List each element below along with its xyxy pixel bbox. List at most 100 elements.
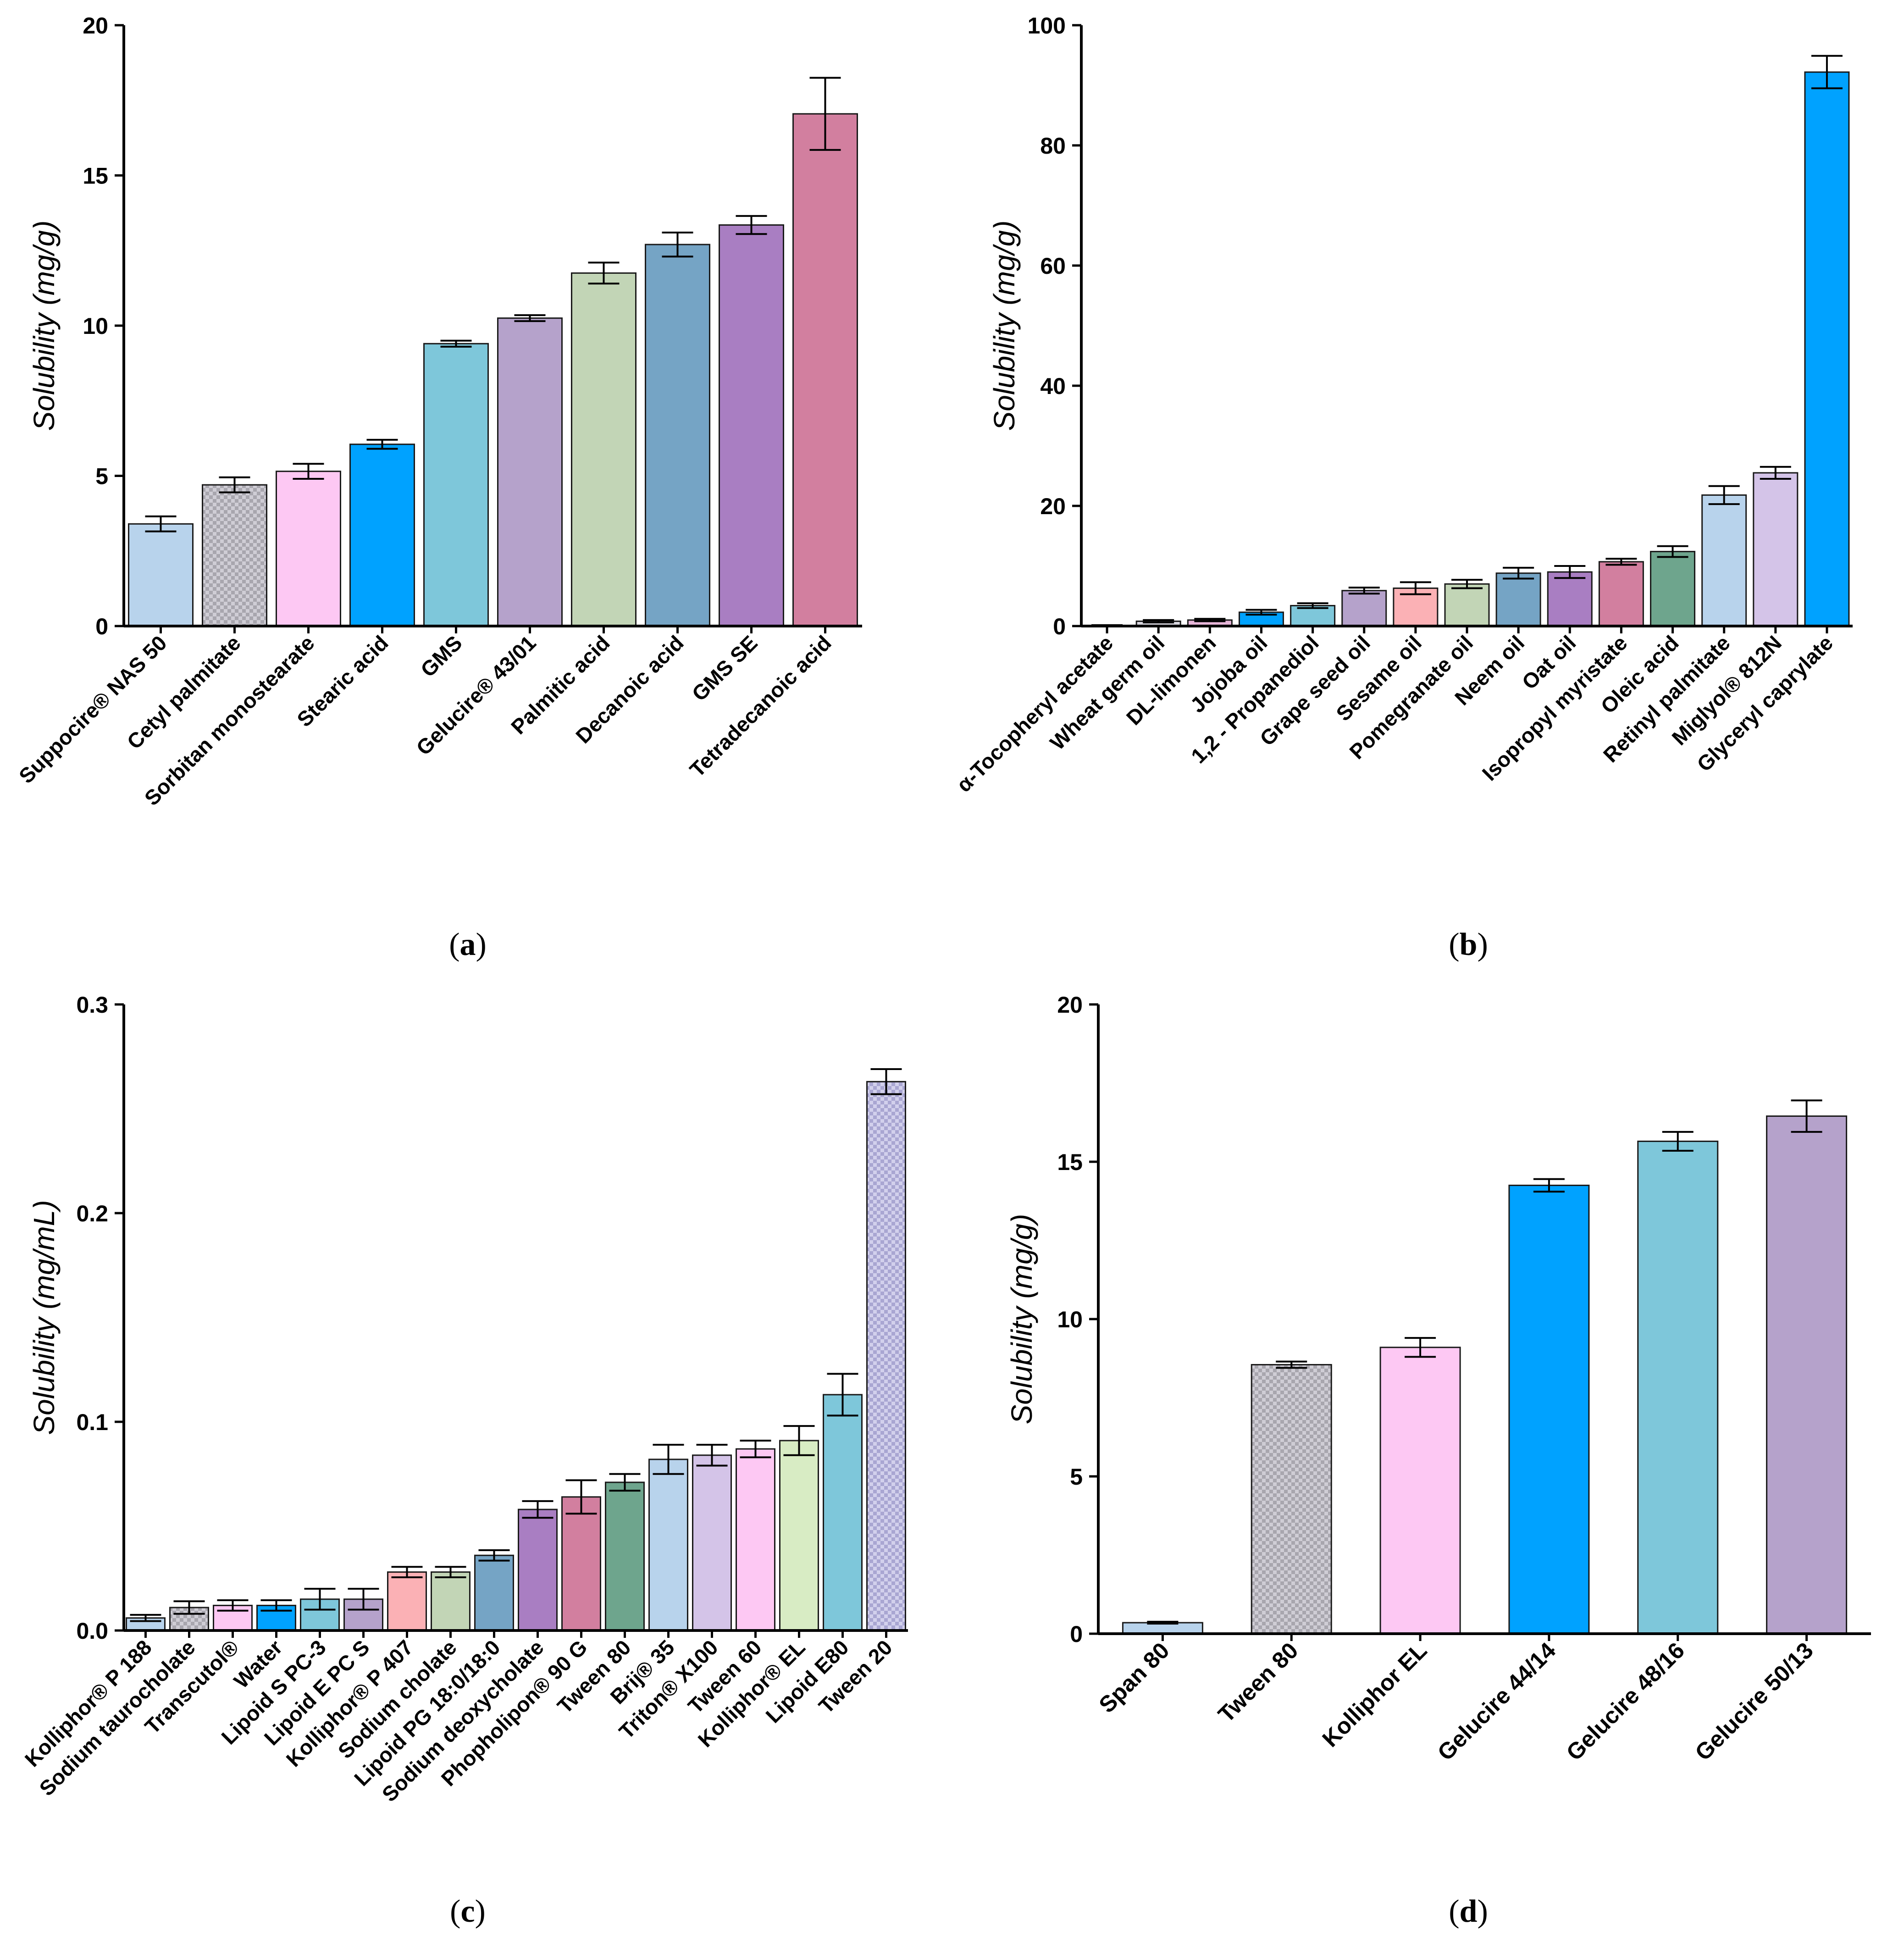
bar-10: [1547, 571, 1593, 627]
category-label-5: GMS: [416, 631, 467, 682]
y-tick-label-1: 0.0: [76, 1618, 108, 1644]
bar-18: [866, 1081, 906, 1631]
error-bar-14: [1760, 466, 1791, 480]
bar-10: [518, 1508, 558, 1631]
error-bar-6: [1348, 587, 1380, 595]
error-bar-5: [1297, 602, 1328, 609]
y-tick-label-4: 15: [1057, 1149, 1083, 1175]
bar-7: [387, 1571, 427, 1631]
bar-3: [1379, 1347, 1461, 1635]
bar-3: [213, 1604, 253, 1631]
y-tick-label-5: 20: [1057, 992, 1083, 1018]
y-tick-label-1: 0: [95, 614, 108, 639]
error-bar-7: [588, 261, 620, 285]
error-bar-4: [260, 1599, 292, 1612]
error-bar-10: [522, 1500, 553, 1519]
error-bar-6: [1791, 1099, 1822, 1133]
bar-12: [1650, 551, 1696, 627]
bar-8: [431, 1571, 470, 1631]
bar-13: [1701, 494, 1747, 627]
error-bar-12: [1657, 545, 1688, 558]
bar-13: [648, 1459, 688, 1631]
bar-10: [792, 113, 858, 627]
y-tick-label-3: 40: [1040, 373, 1066, 399]
bar-14: [692, 1454, 732, 1631]
y-tick-label-4: 60: [1040, 253, 1066, 279]
error-bar-3: [293, 463, 324, 480]
y-tick-label-3: 0.2: [76, 1201, 108, 1226]
y-axis-title: Solubility (mg/g): [988, 221, 1021, 431]
error-bar-13: [1708, 485, 1740, 505]
y-tick-label-2: 5: [1070, 1464, 1083, 1490]
bar-1: [128, 523, 194, 627]
bar-12: [605, 1481, 645, 1631]
y-axis-title: Solubility (mg/mL): [28, 1200, 61, 1435]
error-bar-8: [1451, 579, 1483, 589]
error-bar-2: [1143, 619, 1174, 624]
category-label-10: Tetradecanoic acid: [685, 631, 836, 782]
bar-15: [1804, 71, 1850, 627]
bar-5: [1290, 604, 1336, 627]
bar-5: [1637, 1140, 1719, 1635]
error-bar-2: [219, 476, 250, 494]
error-bar-15: [740, 1439, 771, 1459]
error-bar-7: [1400, 581, 1431, 595]
panel-label-b: (b): [1449, 927, 1488, 962]
error-bar-6: [514, 314, 546, 322]
bar-9: [1495, 572, 1541, 627]
error-bar-16: [783, 1425, 815, 1456]
y-tick-label-2: 5: [95, 464, 108, 489]
category-label-5: Gelucire 48/16: [1561, 1637, 1689, 1765]
bar-8: [1444, 583, 1490, 627]
category-label-4: Gelucire 44/14: [1433, 1637, 1561, 1766]
error-bar-5: [304, 1588, 336, 1611]
y-axis-title: Solubility (mg/g): [28, 221, 61, 431]
bar-16: [779, 1440, 819, 1631]
category-label-1: Span 80: [1094, 1637, 1174, 1718]
error-bar-2: [173, 1600, 205, 1615]
bar-9: [474, 1554, 514, 1631]
error-bar-6: [348, 1588, 379, 1611]
error-bar-3: [1405, 1337, 1436, 1358]
y-tick-label-2: 20: [1040, 494, 1066, 519]
bar-6: [497, 317, 563, 627]
bar-4: [349, 444, 415, 627]
error-bar-9: [736, 215, 767, 235]
bar-6: [1341, 590, 1387, 627]
category-label-9: GMS SE: [687, 631, 762, 705]
y-tick-label-2: 0.1: [76, 1409, 108, 1435]
error-bar-8: [662, 231, 693, 258]
bar-2: [1251, 1364, 1332, 1635]
error-bar-10: [809, 77, 841, 151]
error-bar-1: [130, 1614, 161, 1622]
error-bar-2: [1276, 1360, 1307, 1369]
bar-1: [1122, 1622, 1203, 1635]
error-bar-7: [391, 1566, 423, 1578]
error-bar-1: [1147, 1620, 1179, 1625]
error-bar-4: [366, 438, 398, 450]
error-bar-8: [435, 1566, 466, 1578]
error-bar-3: [1194, 618, 1226, 622]
bar-4: [1508, 1184, 1590, 1635]
y-tick-label-3: 10: [83, 313, 108, 339]
category-label-2: Tween 80: [1213, 1637, 1303, 1727]
panel-label-c: (c): [450, 1894, 486, 1929]
error-bar-17: [827, 1373, 858, 1417]
bar-2: [202, 484, 267, 627]
error-bar-4: [1533, 1178, 1565, 1193]
y-axis-title: Solubility (mg/g): [1005, 1214, 1038, 1425]
y-tick-label-1: 0: [1053, 614, 1066, 639]
error-bar-1: [145, 515, 177, 532]
chart-panel-d: Span 80 Tween 80 Kolliphor EL Gelucire 44/1…: [1005, 992, 1871, 1766]
y-tick-label-4: 15: [83, 163, 108, 189]
category-label-6: Gelucire 50/13: [1690, 1637, 1818, 1765]
category-label-3: Kolliphor EL: [1317, 1637, 1432, 1752]
y-tick-label-1: 0: [1070, 1621, 1083, 1647]
error-bar-12: [609, 1473, 641, 1492]
error-bar-5: [440, 339, 472, 348]
y-tick-label-4: 0.3: [76, 992, 108, 1018]
